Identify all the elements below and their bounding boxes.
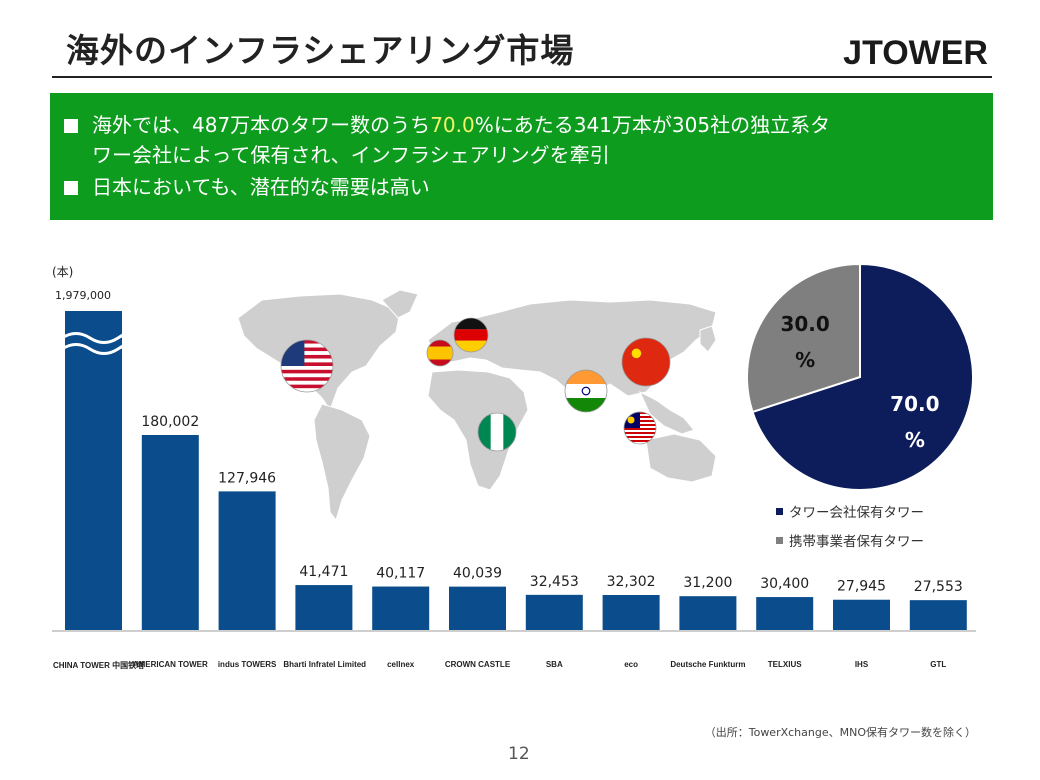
- bullet-1-continuation: ワー会社によって保有され、インフラシェアリングを牽引: [92, 143, 610, 167]
- company-logo-label: CHINA TOWER 中国铁塔: [53, 661, 145, 670]
- bar: [295, 585, 353, 630]
- y-axis-unit: (本): [52, 265, 73, 279]
- pie-value-label: 70.0: [890, 392, 939, 416]
- bar-value-label: 40,039: [453, 566, 502, 582]
- company-logo-label: Deutsche Funkturm: [670, 660, 746, 669]
- source-note: （出所：TowerXchange、MNO保有タワー数を除く）: [704, 726, 976, 739]
- bar: [602, 595, 660, 630]
- bar: [449, 586, 506, 630]
- pie-value-label: 30.0: [780, 312, 829, 336]
- page-number: 12: [508, 744, 530, 764]
- company-logo-label: eco: [624, 660, 638, 669]
- company-logo-label: GTL: [930, 660, 947, 669]
- bar: [525, 594, 583, 630]
- usa-flag: [280, 339, 334, 393]
- title-divider: [52, 76, 992, 78]
- bar: [756, 597, 814, 630]
- bullet-1-text-a: 海外では、487万本のタワー数のうち: [92, 113, 431, 137]
- china-flag: [621, 337, 671, 387]
- malaysia-flag: [623, 411, 657, 445]
- bullet-1-highlight: 70.0: [430, 113, 475, 137]
- legend-label: 携帯事業者保有タワー: [789, 534, 924, 550]
- bar-value-label: 32,453: [530, 574, 579, 590]
- company-logo: JTOWER: [843, 34, 988, 72]
- pie-slice: [746, 262, 861, 414]
- company-logo-label: cellnex: [387, 660, 415, 669]
- bar-value-label: 30,400: [760, 576, 809, 592]
- bullet-2-text: 日本においても、潜在的な需要は高い: [92, 175, 430, 199]
- company-logo-label: SBA: [545, 660, 563, 669]
- bar: [65, 311, 122, 630]
- bar-value-label: 41,471: [299, 564, 348, 580]
- bar-value-label: 180,002: [141, 414, 199, 430]
- company-logo-label: TELXIUS: [767, 660, 802, 669]
- company-logo-label: IHS: [854, 660, 869, 669]
- india-flag: [564, 369, 608, 413]
- bar-value-label: 40,117: [376, 566, 425, 582]
- bar: [679, 596, 737, 630]
- company-logo-label: AMERICAN TOWER: [132, 660, 208, 669]
- legend-item-mno: 携帯事業者保有タワー: [776, 530, 924, 550]
- bullet-2: 日本においても、潜在的な需要は高い: [64, 172, 430, 202]
- pie-chart: 70.0% 30.0%: [746, 262, 974, 491]
- germany-flag: [453, 317, 489, 353]
- bar-value-label: 31,200: [683, 575, 732, 591]
- nigeria-flag: [477, 412, 517, 452]
- summary-banner: 海外では、487万本のタワー数のうち70.0%にあたる341万本が305社の独立…: [50, 93, 993, 220]
- pie-slice: [751, 262, 974, 491]
- company-logo-label: CROWN CASTLE: [444, 660, 511, 669]
- bar: [833, 599, 890, 630]
- bar: [141, 435, 199, 630]
- legend-item-tower-company: タワー会社保有タワー: [776, 501, 924, 521]
- bullet-square-icon: [64, 181, 78, 195]
- bar-value-label: 32,302: [607, 574, 656, 590]
- legend-label: タワー会社保有タワー: [789, 505, 924, 521]
- bar: [372, 586, 430, 630]
- bullet-1: 海外では、487万本のタワー数のうち70.0%にあたる341万本が305社の独立…: [64, 110, 830, 140]
- bar-value-label: 27,945: [837, 579, 886, 595]
- pie-value-label: %: [905, 428, 925, 452]
- bullet-1-text-b: %にあたる341万本が305社の独立系タ: [474, 113, 831, 137]
- axis-break-mark: [61, 332, 128, 344]
- axis-break-mark: [61, 343, 128, 355]
- company-logo-label: Bharti Infratel Limited: [283, 660, 367, 669]
- bar: [218, 491, 276, 630]
- bar: [909, 600, 967, 630]
- spain-flag: [426, 339, 454, 367]
- bar-value-label: 27,553: [914, 579, 963, 595]
- bullet-square-icon: [64, 119, 78, 133]
- legend-marker: [776, 508, 783, 515]
- page-title: 海外のインフラシェアリング市場: [66, 31, 575, 70]
- bar-value-label: 127,946: [218, 470, 276, 486]
- bar-value-label: 1,979,000: [55, 289, 111, 302]
- legend-marker: [776, 537, 783, 544]
- flags-layer: [280, 317, 671, 452]
- pie-value-label: %: [795, 348, 815, 372]
- company-logo-label: indus TOWERS: [217, 660, 277, 669]
- bar-chart: 1,979,000 180,002 127,946 41,471 40,117 40,03…: [52, 289, 976, 632]
